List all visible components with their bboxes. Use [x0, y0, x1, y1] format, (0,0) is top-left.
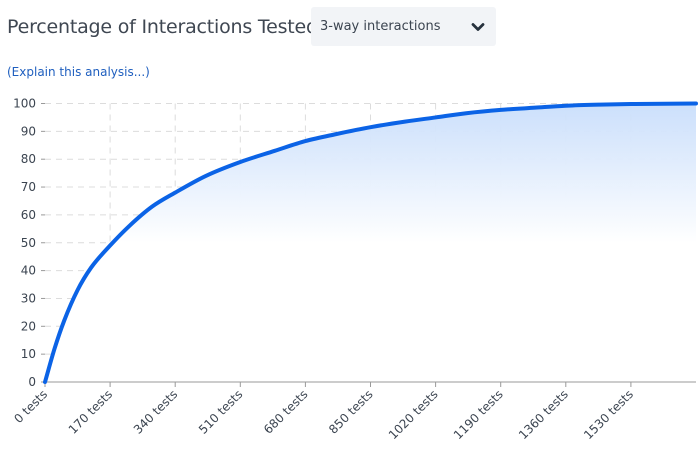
page-title: Percentage of Interactions Tested [7, 16, 318, 38]
header: Percentage of Interactions Tested [7, 7, 318, 47]
y-tick-label: 80 [21, 152, 36, 166]
x-tick-label: 340 tests [131, 387, 181, 437]
y-tick-label: 50 [21, 236, 36, 250]
y-tick-label: 30 [21, 291, 36, 305]
x-tick-label: 170 tests [66, 387, 116, 437]
x-tick-label: 0 tests [11, 387, 50, 426]
x-tick-label: 850 tests [326, 387, 376, 437]
select-value: 3-way interactions [320, 19, 441, 34]
y-tick-label: 10 [21, 347, 36, 361]
x-tick-label: 1020 tests [386, 387, 441, 442]
y-tick-label: 100 [13, 97, 36, 111]
chevron-down-icon [471, 22, 485, 31]
x-tick-label: 510 tests [196, 387, 246, 437]
y-tick-label: 70 [21, 180, 36, 194]
coverage-line [43, 101, 698, 384]
coverage-area [45, 103, 696, 382]
y-tick-label: 90 [21, 124, 36, 138]
x-tick-label: 1190 tests [451, 387, 506, 442]
x-tick-label: 1530 tests [581, 387, 636, 442]
y-tick-label: 40 [21, 264, 36, 278]
interaction-level-select[interactable]: 3-way interactions [311, 7, 496, 46]
explain-analysis-link[interactable]: (Explain this analysis...) [7, 65, 150, 79]
y-tick-label: 60 [21, 208, 36, 222]
y-tick-label: 20 [21, 319, 36, 333]
x-tick-label: 1360 tests [516, 387, 571, 442]
x-tick-label: 680 tests [261, 387, 311, 437]
y-tick-label: 0 [28, 375, 36, 389]
